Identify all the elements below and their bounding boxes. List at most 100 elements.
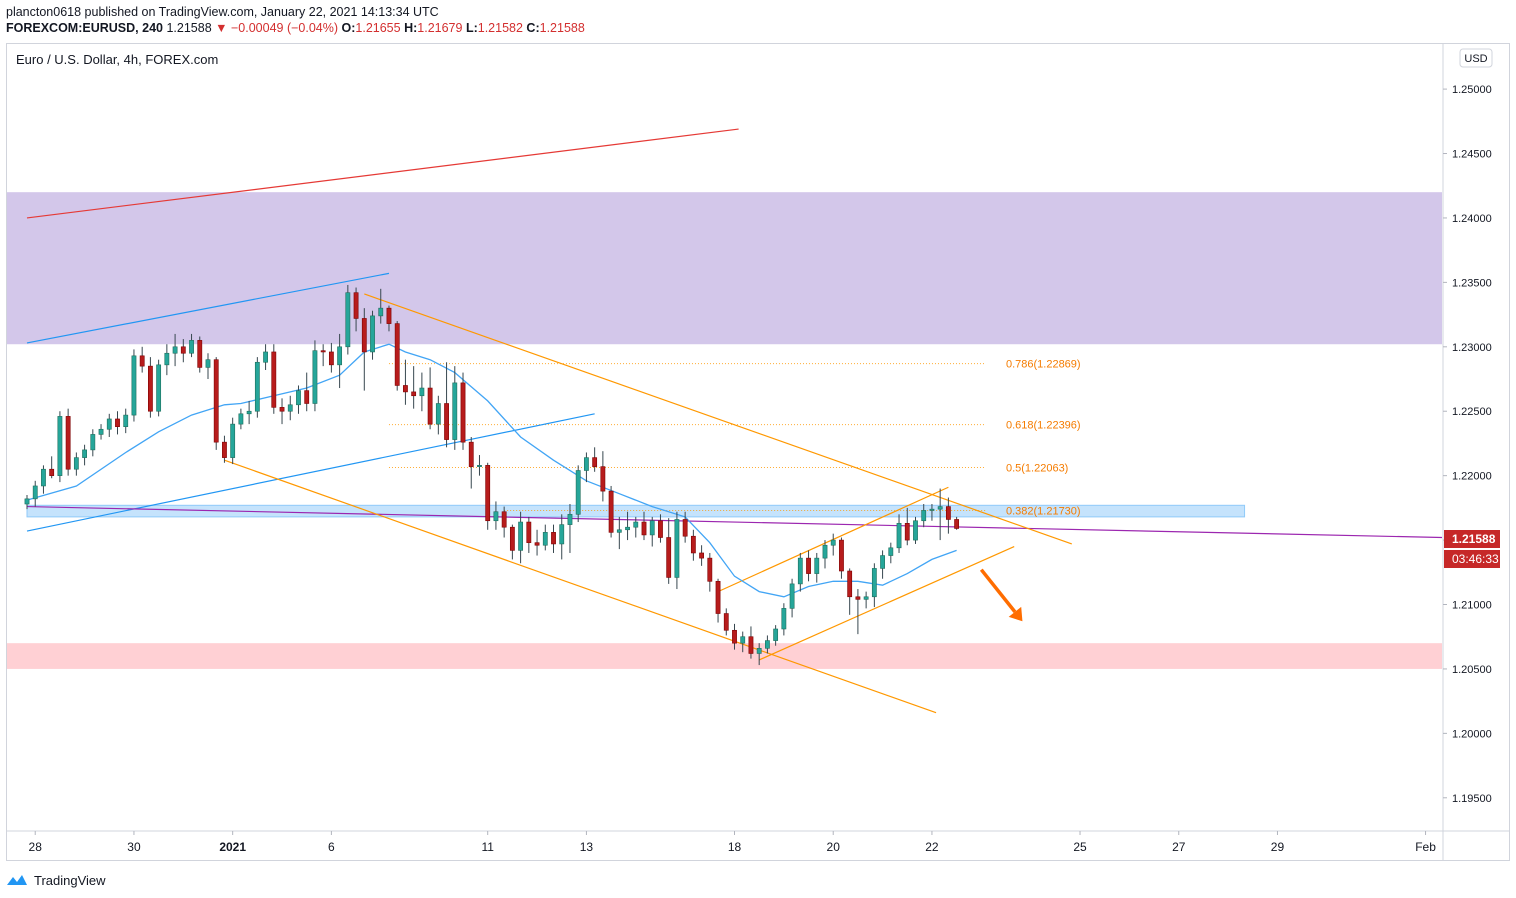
candle-bearish[interactable]: [551, 524, 556, 553]
candle-bullish[interactable]: [937, 488, 943, 541]
candle-bullish[interactable]: [649, 516, 655, 547]
tradingview-logo-icon[interactable]: [6, 873, 28, 887]
candle-bullish[interactable]: [238, 408, 244, 430]
candle-bullish[interactable]: [419, 372, 425, 412]
candle-bullish[interactable]: [781, 603, 787, 636]
candle-bullish[interactable]: [789, 578, 795, 618]
candle-bullish[interactable]: [740, 631, 746, 653]
candle-bearish[interactable]: [699, 545, 704, 566]
candle-bullish[interactable]: [98, 424, 104, 440]
candle-bullish[interactable]: [765, 635, 770, 654]
candle-bearish[interactable]: [320, 344, 326, 367]
symbol-name[interactable]: FOREXCOM:EURUSD, 240: [6, 21, 163, 35]
candle-bullish[interactable]: [575, 465, 581, 523]
time-axis[interactable]: 28 30 2021 6 11 13 18 20 22 25 27 29 Feb: [29, 831, 1437, 854]
candle-bearish[interactable]: [427, 367, 433, 430]
candle-bearish[interactable]: [658, 514, 663, 543]
candle-bullish[interactable]: [123, 408, 129, 434]
candle-bearish[interactable]: [945, 497, 951, 534]
candle-bearish[interactable]: [723, 608, 729, 636]
candle-bullish[interactable]: [633, 516, 639, 538]
candle-bearish[interactable]: [148, 357, 153, 418]
candle-bullish[interactable]: [921, 504, 927, 528]
candle-bearish[interactable]: [271, 344, 277, 414]
candle-bullish[interactable]: [246, 400, 252, 425]
candle-bullish[interactable]: [57, 411, 63, 483]
candle-bullish[interactable]: [773, 625, 779, 646]
candle-bearish[interactable]: [526, 516, 532, 553]
currency-badge[interactable]: USD: [1459, 48, 1493, 68]
candle-bearish[interactable]: [403, 359, 408, 405]
candle-bearish[interactable]: [707, 552, 713, 592]
candle-bullish[interactable]: [106, 413, 112, 437]
candle-bullish[interactable]: [674, 511, 680, 590]
candle-bearish[interactable]: [954, 516, 960, 530]
candle-bearish[interactable]: [592, 447, 598, 472]
candle-bullish[interactable]: [814, 552, 820, 583]
candle-bearish[interactable]: [732, 623, 737, 650]
candle-bearish[interactable]: [690, 529, 696, 561]
candle-bullish[interactable]: [929, 504, 935, 521]
candle-bearish[interactable]: [197, 336, 203, 373]
candle-bullish[interactable]: [254, 357, 260, 418]
candles-layer[interactable]: [24, 284, 960, 666]
candle-bullish[interactable]: [312, 340, 318, 412]
candle-bullish[interactable]: [616, 516, 622, 550]
candle-bearish[interactable]: [353, 287, 359, 332]
candle-bearish[interactable]: [468, 437, 474, 489]
candle-bullish[interactable]: [73, 452, 79, 476]
candle-bearish[interactable]: [855, 589, 861, 635]
candle-bearish[interactable]: [411, 366, 417, 409]
candle-bearish[interactable]: [682, 511, 688, 543]
candle-bullish[interactable]: [296, 385, 301, 414]
candle-bearish[interactable]: [839, 537, 844, 579]
candle-bullish[interactable]: [567, 504, 573, 553]
candle-bullish[interactable]: [493, 501, 499, 530]
candle-bullish[interactable]: [584, 452, 589, 483]
candle-bearish[interactable]: [139, 346, 145, 373]
candle-bullish[interactable]: [435, 395, 441, 435]
candle-bullish[interactable]: [797, 552, 803, 592]
candle-bearish[interactable]: [641, 511, 647, 541]
candle-bullish[interactable]: [263, 344, 268, 370]
candle-bearish[interactable]: [666, 518, 672, 584]
candle-bullish[interactable]: [559, 514, 565, 560]
candle-bullish[interactable]: [756, 643, 762, 666]
candle-bearish[interactable]: [715, 578, 721, 623]
candle-bearish[interactable]: [904, 507, 910, 546]
candle-bearish[interactable]: [600, 451, 606, 502]
candle-bullish[interactable]: [90, 429, 96, 457]
candle-bullish[interactable]: [822, 540, 828, 569]
candle-bearish[interactable]: [748, 626, 754, 659]
candle-bullish[interactable]: [913, 516, 918, 544]
candle-bearish[interactable]: [304, 372, 310, 412]
candle-bearish[interactable]: [534, 529, 540, 556]
candle-bullish[interactable]: [41, 465, 46, 494]
brand-name[interactable]: TradingView: [34, 872, 106, 888]
candle-bearish[interactable]: [806, 550, 811, 582]
candle-bullish[interactable]: [287, 395, 293, 421]
candle-bullish[interactable]: [345, 284, 351, 355]
candle-bearish[interactable]: [460, 372, 466, 450]
candle-bearish[interactable]: [509, 524, 515, 560]
candle-bearish[interactable]: [279, 398, 285, 425]
candle-bullish[interactable]: [871, 563, 877, 608]
candle-bearish[interactable]: [485, 462, 491, 530]
candle-bullish[interactable]: [131, 349, 137, 422]
candle-bearish[interactable]: [501, 506, 507, 538]
candle-bearish[interactable]: [394, 321, 400, 391]
candle-bullish[interactable]: [32, 480, 38, 507]
candle-bullish[interactable]: [880, 550, 885, 579]
candle-bearish[interactable]: [847, 568, 853, 615]
candle-bullish[interactable]: [156, 359, 162, 417]
candle-bearish[interactable]: [386, 305, 392, 332]
candle-bearish[interactable]: [115, 411, 120, 435]
candle-bullish[interactable]: [477, 455, 482, 476]
price-axis[interactable]: 1.25000 1.24500 1.24000 1.23500 1.23000 1.225…: [1443, 84, 1492, 805]
candle-bullish[interactable]: [189, 333, 194, 358]
candle-bullish[interactable]: [172, 333, 178, 367]
candle-bullish[interactable]: [896, 514, 902, 553]
candle-bullish[interactable]: [888, 542, 894, 564]
candle-bullish[interactable]: [230, 417, 236, 465]
